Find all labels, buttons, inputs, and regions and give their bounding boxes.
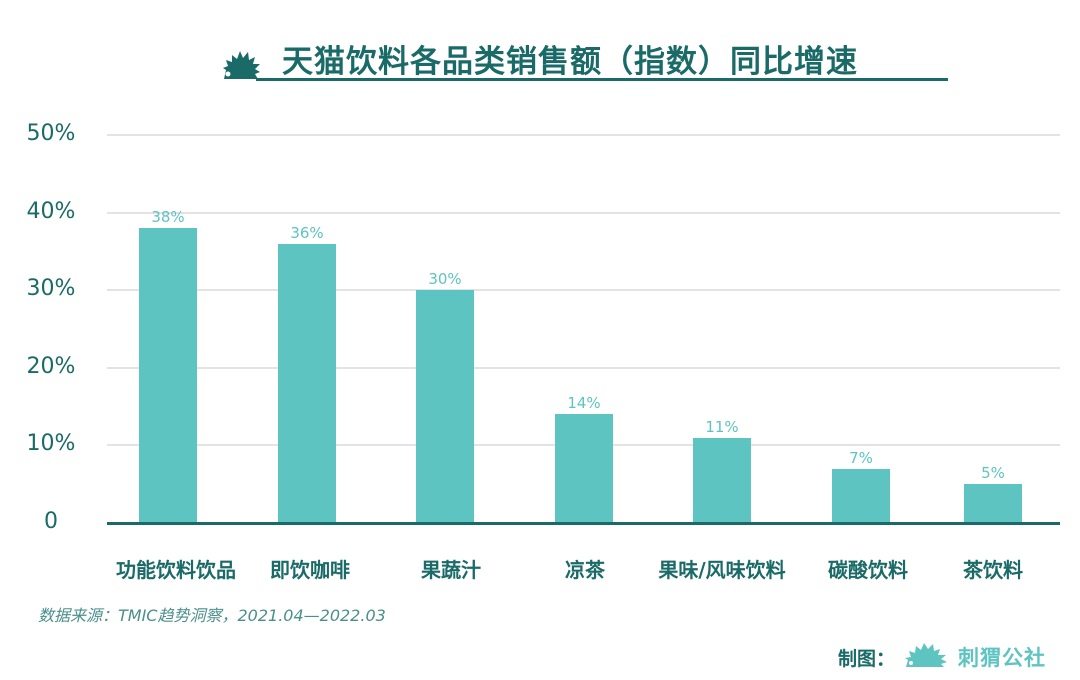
y-axis-tick-label: 0	[44, 509, 58, 534]
data-source-note: 数据来源：TMIC趋势洞察，2021.04—2022.03	[38, 606, 386, 625]
x-axis-category-label: 茶饮料	[963, 558, 1023, 582]
x-axis-category-label: 凉茶	[565, 558, 605, 582]
y-axis-tick-label: 20%	[26, 353, 76, 379]
x-axis-category-label: 即饮咖啡	[270, 558, 350, 582]
bar	[832, 468, 890, 523]
bar	[416, 290, 474, 523]
bar-value-label: 38%	[151, 208, 185, 227]
bar	[278, 243, 336, 523]
x-axis-category-label: 功能饮料饮品	[116, 558, 236, 582]
y-axis-tick-label: 40%	[26, 198, 76, 224]
bar-value-label: 30%	[428, 270, 462, 289]
hedgehog-icon	[223, 51, 260, 79]
bar	[139, 228, 197, 523]
y-axis-tick-label: 30%	[26, 276, 76, 302]
y-axis-tick-label: 10%	[26, 431, 76, 457]
gridline	[107, 211, 1060, 214]
bar-value-label: 36%	[290, 223, 324, 242]
bar-value-label: 11%	[705, 417, 739, 436]
bar	[693, 437, 751, 523]
x-axis-baseline	[107, 522, 1060, 525]
chart-title: 天猫饮料各品类销售额（指数）同比增速	[282, 44, 858, 80]
x-axis-category-label: 碳酸饮料	[828, 558, 908, 582]
hedgehog-icon	[905, 643, 947, 667]
bar	[964, 484, 1022, 523]
bar-value-label: 5%	[981, 464, 1005, 483]
bar-value-label: 7%	[849, 448, 873, 467]
gridline	[107, 134, 1060, 136]
credit-brand: 刺猬公社	[958, 646, 1046, 670]
chart-title-block: 天猫饮料各品类销售额（指数）同比增速	[222, 30, 948, 82]
gridline	[107, 289, 1060, 292]
y-axis-tick-label: 50%	[26, 121, 76, 146]
bar	[555, 414, 613, 523]
bar-value-label: 14%	[567, 394, 601, 413]
credit-label: 制图：	[838, 648, 896, 670]
gridline	[107, 366, 1060, 369]
x-axis-category-label: 果蔬汁	[421, 558, 481, 582]
title-underline	[256, 78, 948, 81]
x-axis-category-label: 果味/风味饮料	[658, 558, 786, 582]
